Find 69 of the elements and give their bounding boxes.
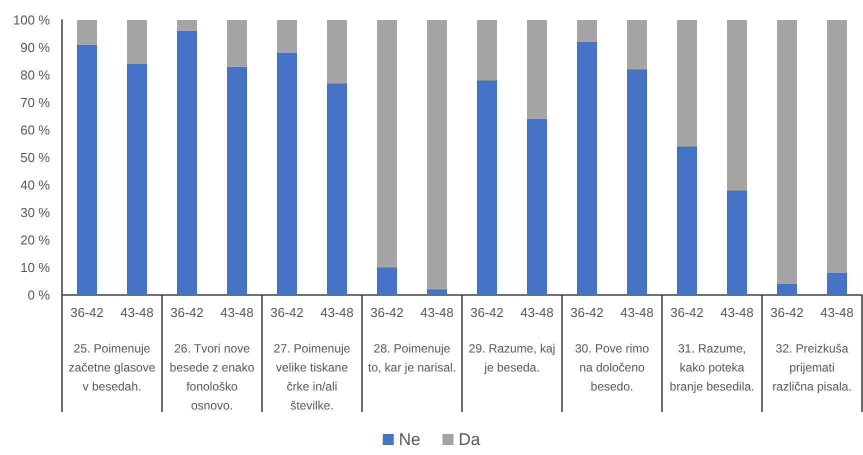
- bar: [777, 20, 797, 284]
- x-tick-label: 36-42: [670, 305, 704, 320]
- text: 31. Razume, kako poteka branje besedila.: [670, 342, 754, 394]
- bar: [277, 20, 297, 53]
- x-tick-label: 36-42: [470, 305, 504, 320]
- text: 26. Tvori nove besede z enako fonološko osnovo.: [170, 342, 255, 412]
- bar: [627, 20, 647, 70]
- bar: [177, 31, 197, 295]
- bar: [677, 146, 697, 295]
- bar: [527, 119, 547, 295]
- text: 32. Preizkuša prijemati različna pisala.: [772, 342, 852, 394]
- bar: [177, 20, 197, 31]
- text: 25. Poimenuje začetne glasove v besedah.: [68, 342, 156, 394]
- x-tick-label: 43-48: [820, 305, 854, 320]
- bar: [427, 20, 447, 290]
- x-tick-label: 43-48: [420, 305, 454, 320]
- bar: [577, 20, 597, 42]
- bar: [377, 268, 397, 295]
- bar: [477, 80, 497, 295]
- x-tick-label: 43-48: [620, 305, 654, 320]
- x-tick-label: 43-48: [720, 305, 754, 320]
- x-tick-label: 36-42: [770, 305, 804, 320]
- bar: [427, 290, 447, 295]
- y-tick-label: 20 %: [20, 232, 50, 248]
- y-tick-label: 50 %: [20, 150, 50, 165]
- bar: [527, 20, 547, 119]
- y-tick-label: 70 %: [20, 95, 50, 110]
- x-tick-label: 36-42: [570, 305, 604, 320]
- x-tick-label: 36-42: [170, 305, 204, 320]
- x-tick-label: 36-42: [270, 305, 304, 320]
- bar: [377, 20, 397, 268]
- legend-label: Ne: [398, 430, 421, 449]
- bar: [77, 44, 97, 295]
- bar: [727, 190, 747, 295]
- bar: [827, 273, 847, 295]
- bar: [677, 20, 697, 146]
- text: 30. Pove rimo na določeno besedo.: [574, 342, 650, 394]
- x-tick-label: 36-42: [70, 305, 104, 320]
- bar: [327, 20, 347, 84]
- bar: [77, 20, 97, 45]
- bar: [127, 20, 147, 64]
- x-tick-label: 43-48: [320, 305, 354, 320]
- bar: [477, 20, 497, 80]
- y-tick-label: 40 %: [20, 178, 50, 192]
- bar: [777, 284, 797, 295]
- y-tick-label: 60 %: [20, 122, 50, 138]
- bar: [327, 83, 347, 295]
- bar: [727, 20, 747, 190]
- x-tick-label: 43-48: [220, 305, 254, 320]
- text: 27. Poimenuje velike tiskane črke in/ali številke.: [274, 342, 351, 412]
- bar: [227, 66, 247, 295]
- text: 28. Poimenuje to, kar je narisal.: [368, 342, 456, 374]
- bar: [577, 42, 597, 295]
- legend-label: Da: [458, 430, 481, 449]
- bar: [277, 53, 297, 295]
- x-tick-label: 36-42: [370, 305, 404, 320]
- bar: [127, 64, 147, 295]
- y-tick-label: 0 %: [28, 288, 50, 302]
- y-tick-label: 30 %: [20, 205, 50, 220]
- x-tick-label: 43-48: [120, 305, 154, 320]
- bar: [827, 20, 847, 273]
- y-tick-label: 90 %: [20, 40, 50, 55]
- y-tick-label: 10 %: [20, 260, 50, 275]
- text: 29. Razume, kaj je beseda.: [468, 342, 556, 374]
- y-tick-label: 100 %: [13, 12, 50, 28]
- x-tick-label: 43-48: [520, 305, 554, 320]
- bar: [227, 20, 247, 67]
- bar: [627, 70, 647, 295]
- y-tick-label: 80 %: [20, 68, 50, 82]
